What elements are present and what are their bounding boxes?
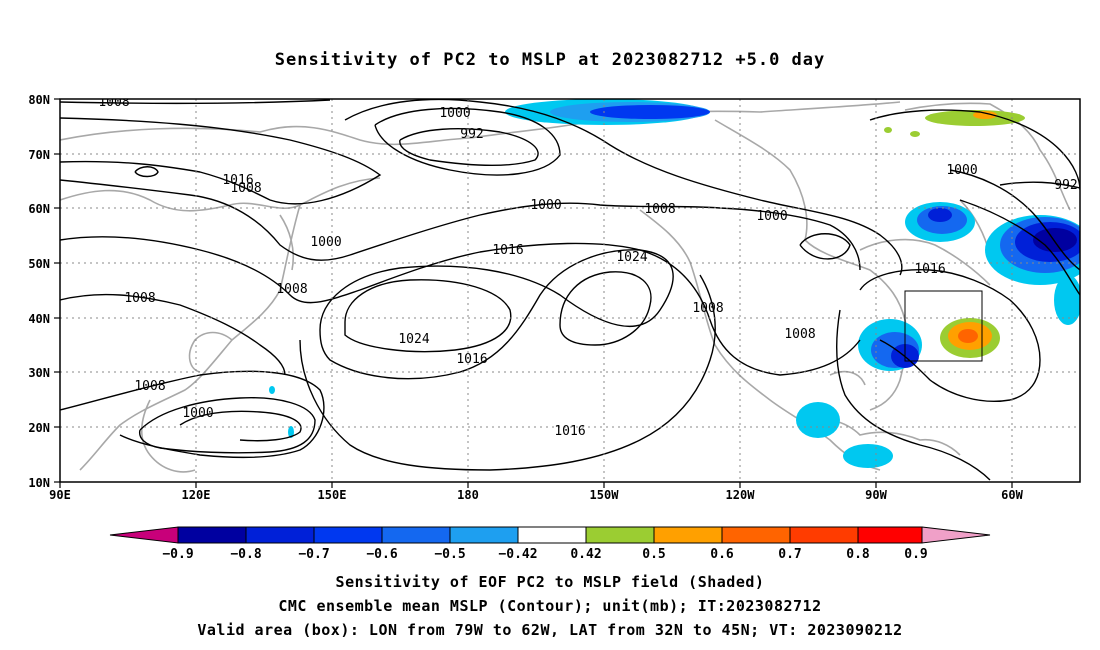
lon-label: 150E xyxy=(318,488,347,502)
contour-label: 1016 xyxy=(222,173,253,188)
lon-label: 150W xyxy=(590,488,620,502)
axis-ticks xyxy=(54,98,1013,488)
contour-label: 1008 xyxy=(124,291,155,306)
contour-label: 1024 xyxy=(398,332,429,347)
lon-label: 120E xyxy=(182,488,211,502)
colorbar-cell xyxy=(585,526,655,544)
contour-label: 1016 xyxy=(914,262,945,277)
valid-area-box xyxy=(904,290,983,362)
colorbar-cell xyxy=(721,526,791,544)
lon-label: 60W xyxy=(1001,488,1023,502)
graticule xyxy=(60,99,1080,482)
colorbar-label: −0.5 xyxy=(434,547,465,562)
caption-shading: Sensitivity of EOF PC2 to MSLP field (Sh… xyxy=(335,573,765,591)
colorbar-cell xyxy=(177,526,247,544)
colorbar-label: 0.7 xyxy=(778,547,801,562)
colorbar-label: −0.7 xyxy=(298,547,329,562)
colorbar-cell xyxy=(245,526,315,544)
contour-label: 1000 xyxy=(310,235,341,250)
contour-label: 1008 xyxy=(276,282,307,297)
colorbar-cell xyxy=(109,526,179,544)
colorbar-label: −0.8 xyxy=(230,547,261,562)
lat-label: 70N xyxy=(28,148,50,162)
contour-label: 1008 xyxy=(230,181,261,196)
contour-label: 1000 xyxy=(439,106,470,121)
colorbar-cell xyxy=(517,526,587,544)
lat-label: 80N xyxy=(28,93,50,107)
lat-label: 60N xyxy=(28,202,50,216)
colorbar-cell xyxy=(449,526,519,544)
colorbar-label: 0.9 xyxy=(904,547,927,562)
colorbar-cell xyxy=(921,526,991,544)
colorbar-cell xyxy=(653,526,723,544)
colorbar-label: −0.6 xyxy=(366,547,397,562)
contour-label: 1008 xyxy=(134,379,165,394)
colorbar-cell xyxy=(857,526,923,544)
lat-label: 30N xyxy=(28,366,50,380)
lon-label: 90E xyxy=(49,488,71,502)
contour-label: 1008 xyxy=(784,327,815,342)
lat-label: 20N xyxy=(28,421,50,435)
colorbar-label: −0.9 xyxy=(162,547,193,562)
caption-contour: CMC ensemble mean MSLP (Contour); unit(m… xyxy=(278,597,822,615)
colorbar-label: 0.8 xyxy=(846,547,870,562)
contour-label: 1000 xyxy=(946,163,977,178)
colorbar-cell xyxy=(381,526,451,544)
contour-label: 1008 xyxy=(98,95,129,110)
contour-label: 992 xyxy=(1054,178,1077,193)
contour-label: 1000 xyxy=(530,198,561,213)
mslp-contours xyxy=(60,99,1080,481)
colorbar-cell xyxy=(313,526,383,544)
colorbar-cell xyxy=(789,526,859,544)
contour-label: 1000 xyxy=(182,406,213,421)
lon-label: 180 xyxy=(457,488,479,502)
sensitivity-shading xyxy=(269,99,1080,468)
contour-label: 1016 xyxy=(456,352,487,367)
lat-label: 10N xyxy=(28,476,50,490)
colorbar-label: −0.42 xyxy=(498,547,537,562)
colorbar-label: 0.42 xyxy=(570,547,601,562)
lon-label: 90W xyxy=(865,488,887,502)
contour-label: 1008 xyxy=(644,202,675,217)
colorbar-label: 0.6 xyxy=(710,547,734,562)
contour-label: 1016 xyxy=(492,243,523,258)
contour-label: 1024 xyxy=(616,250,647,265)
contour-label: 992 xyxy=(460,127,483,142)
colorbar xyxy=(109,526,991,544)
figure-title: Sensitivity of PC2 to MSLP at 2023082712… xyxy=(274,50,826,70)
lat-label: 40N xyxy=(28,312,50,326)
contour-label: 1016 xyxy=(554,424,585,439)
caption-valid-area: Valid area (box): LON from 79W to 62W, L… xyxy=(197,621,903,639)
contour-label: 1000 xyxy=(756,209,787,224)
contour-label: 1008 xyxy=(692,301,723,316)
colorbar-label: 0.5 xyxy=(642,547,665,562)
lon-label: 120W xyxy=(726,488,756,502)
map-frame xyxy=(59,98,1081,483)
lat-label: 50N xyxy=(28,257,50,271)
